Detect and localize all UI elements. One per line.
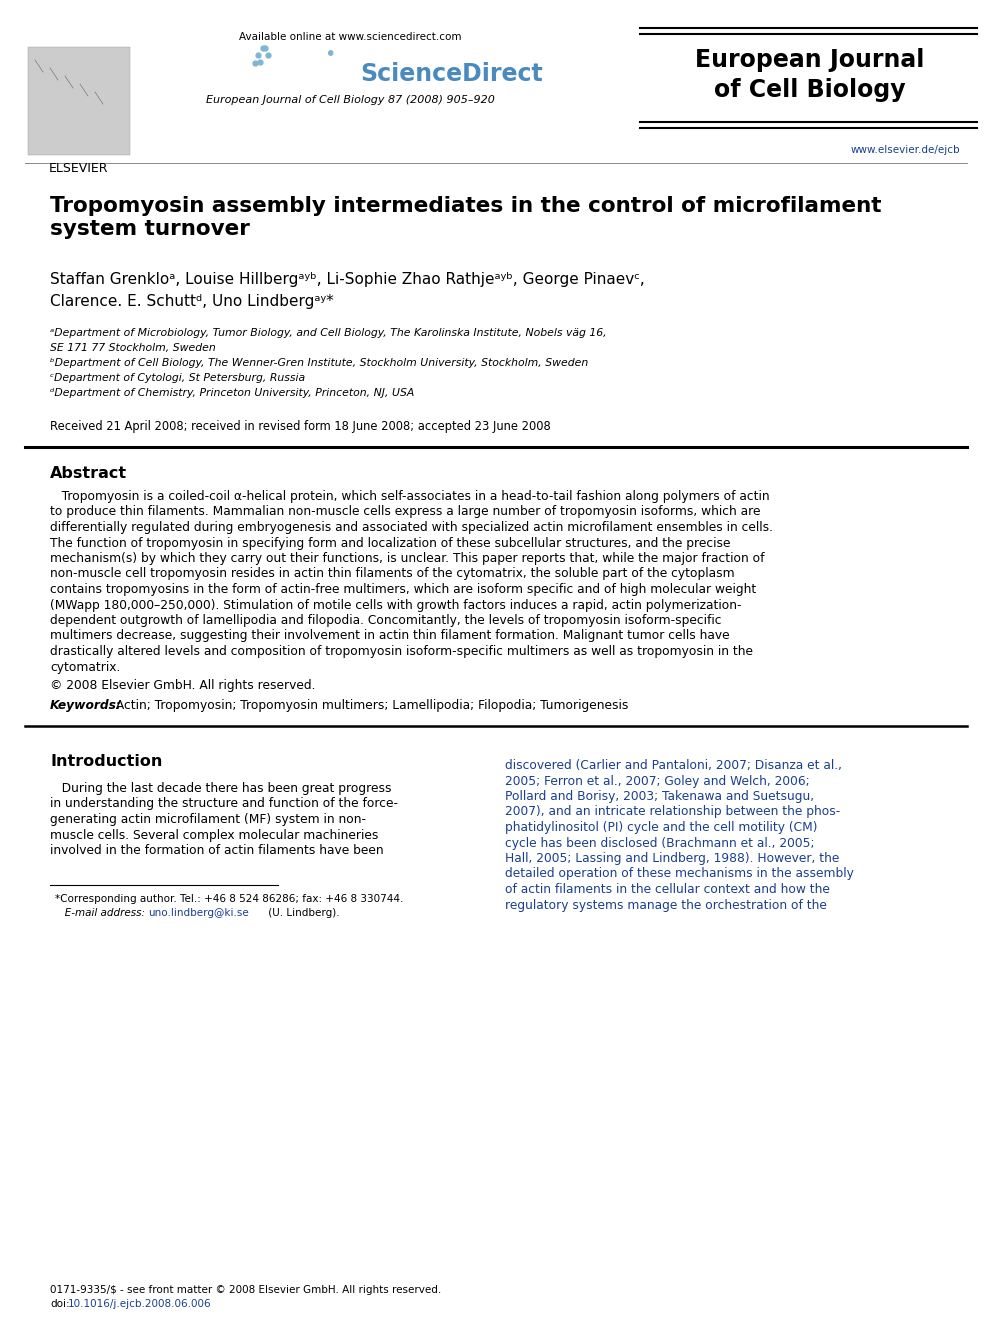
Text: doi:: doi: <box>50 1299 69 1308</box>
Text: ᵈDepartment of Chemistry, Princeton University, Princeton, NJ, USA: ᵈDepartment of Chemistry, Princeton Univ… <box>50 388 415 398</box>
Text: •: • <box>324 45 335 64</box>
Text: cytomatrix.: cytomatrix. <box>50 660 120 673</box>
Text: *Corresponding author. Tel.: +46 8 524 86286; fax: +46 8 330744.: *Corresponding author. Tel.: +46 8 524 8… <box>55 894 404 905</box>
Text: Pollard and Borisy, 2003; Takenawa and Suetsugu,: Pollard and Borisy, 2003; Takenawa and S… <box>505 790 814 803</box>
Text: phatidylinositol (PI) cycle and the cell motility (CM): phatidylinositol (PI) cycle and the cell… <box>505 822 817 833</box>
Text: Clarence. E. Schuttᵈ, Uno Lindbergᵃʸ*: Clarence. E. Schuttᵈ, Uno Lindbergᵃʸ* <box>50 294 333 310</box>
Text: Available online at www.sciencedirect.com: Available online at www.sciencedirect.co… <box>239 32 461 42</box>
Text: SE 171 77 Stockholm, Sweden: SE 171 77 Stockholm, Sweden <box>50 343 215 353</box>
Text: contains tropomyosins in the form of actin-free multimers, which are isoform spe: contains tropomyosins in the form of act… <box>50 583 756 595</box>
Text: Tropomyosin assembly intermediates in the control of microfilament
system turnov: Tropomyosin assembly intermediates in th… <box>50 196 882 239</box>
Text: During the last decade there has been great progress: During the last decade there has been gr… <box>50 782 392 795</box>
Text: of actin filaments in the cellular context and how the: of actin filaments in the cellular conte… <box>505 882 830 896</box>
Text: discovered (Carlier and Pantaloni, 2007; Disanza et al.,: discovered (Carlier and Pantaloni, 2007;… <box>505 759 842 773</box>
Text: differentially regulated during embryogenesis and associated with specialized ac: differentially regulated during embryoge… <box>50 521 773 534</box>
Text: 2005; Ferron et al., 2007; Goley and Welch, 2006;: 2005; Ferron et al., 2007; Goley and Wel… <box>505 774 809 787</box>
Text: Tropomyosin is a coiled-coil α-helical protein, which self-associates in a head-: Tropomyosin is a coiled-coil α-helical p… <box>50 490 770 503</box>
Text: to produce thin filaments. Mammalian non-muscle cells express a large number of : to produce thin filaments. Mammalian non… <box>50 505 761 519</box>
Text: uno.lindberg@ki.se: uno.lindberg@ki.se <box>148 908 249 917</box>
Text: detailed operation of these mechanisms in the assembly: detailed operation of these mechanisms i… <box>505 868 854 881</box>
Text: generating actin microfilament (MF) system in non-: generating actin microfilament (MF) syst… <box>50 814 366 826</box>
Text: 0171-9335/$ - see front matter © 2008 Elsevier GmbH. All rights reserved.: 0171-9335/$ - see front matter © 2008 El… <box>50 1285 441 1295</box>
Text: Keywords:: Keywords: <box>50 699 122 712</box>
Text: Received 21 April 2008; received in revised form 18 June 2008; accepted 23 June : Received 21 April 2008; received in revi… <box>50 419 551 433</box>
Text: ScienceDirect: ScienceDirect <box>360 62 543 86</box>
Text: E-mail address:: E-mail address: <box>55 908 148 917</box>
Text: muscle cells. Several complex molecular machineries: muscle cells. Several complex molecular … <box>50 828 378 841</box>
Text: (U. Lindberg).: (U. Lindberg). <box>265 908 339 917</box>
Text: The function of tropomyosin in specifying form and localization of these subcell: The function of tropomyosin in specifyin… <box>50 537 730 549</box>
Text: Actin; Tropomyosin; Tropomyosin multimers; Lamellipodia; Filopodia; Tumorigenesi: Actin; Tropomyosin; Tropomyosin multimer… <box>112 699 628 712</box>
Text: 2007), and an intricate relationship between the phos-: 2007), and an intricate relationship bet… <box>505 806 840 819</box>
Text: dependent outgrowth of lamellipodia and filopodia. Concomitantly, the levels of : dependent outgrowth of lamellipodia and … <box>50 614 721 627</box>
Text: (MWapp 180,000–250,000). Stimulation of motile cells with growth factors induces: (MWapp 180,000–250,000). Stimulation of … <box>50 598 741 611</box>
Text: involved in the formation of actin filaments have been: involved in the formation of actin filam… <box>50 844 384 857</box>
Text: Abstract: Abstract <box>50 466 127 482</box>
Text: drastically altered levels and composition of tropomyosin isoform-specific multi: drastically altered levels and compositi… <box>50 646 753 658</box>
Text: ELSEVIER: ELSEVIER <box>50 161 109 175</box>
Text: ᶜDepartment of Cytologi, St Petersburg, Russia: ᶜDepartment of Cytologi, St Petersburg, … <box>50 373 306 382</box>
Text: in understanding the structure and function of the force-: in understanding the structure and funct… <box>50 798 398 811</box>
Text: www.elsevier.de/ejcb: www.elsevier.de/ejcb <box>850 146 960 155</box>
Text: © 2008 Elsevier GmbH. All rights reserved.: © 2008 Elsevier GmbH. All rights reserve… <box>50 679 315 692</box>
Text: 10.1016/j.ejcb.2008.06.006: 10.1016/j.ejcb.2008.06.006 <box>68 1299 211 1308</box>
Text: Hall, 2005; Lassing and Lindberg, 1988). However, the: Hall, 2005; Lassing and Lindberg, 1988).… <box>505 852 839 865</box>
Text: regulatory systems manage the orchestration of the: regulatory systems manage the orchestrat… <box>505 898 827 912</box>
Text: non-muscle cell tropomyosin resides in actin thin filaments of the cytomatrix, t: non-muscle cell tropomyosin resides in a… <box>50 568 735 581</box>
Text: multimers decrease, suggesting their involvement in actin thin filament formatio: multimers decrease, suggesting their inv… <box>50 630 730 643</box>
Text: ᵃDepartment of Microbiology, Tumor Biology, and Cell Biology, The Karolinska Ins: ᵃDepartment of Microbiology, Tumor Biolo… <box>50 328 607 337</box>
Text: cycle has been disclosed (Brachmann et al., 2005;: cycle has been disclosed (Brachmann et a… <box>505 836 814 849</box>
Text: ᵇDepartment of Cell Biology, The Wenner-Gren Institute, Stockholm University, St: ᵇDepartment of Cell Biology, The Wenner-… <box>50 359 588 368</box>
Text: mechanism(s) by which they carry out their functions, is unclear. This paper rep: mechanism(s) by which they carry out the… <box>50 552 765 565</box>
Text: of Cell Biology: of Cell Biology <box>714 78 906 102</box>
Text: European Journal: European Journal <box>695 48 925 71</box>
FancyBboxPatch shape <box>28 48 130 155</box>
Text: Staffan Grenkloᵃ, Louise Hillbergᵃʸᵇ, Li-Sophie Zhao Rathjeᵃʸᵇ, George Pinaevᶜ,: Staffan Grenkloᵃ, Louise Hillbergᵃʸᵇ, Li… <box>50 273 645 287</box>
Text: European Journal of Cell Biology 87 (2008) 905–920: European Journal of Cell Biology 87 (200… <box>205 95 494 105</box>
Text: Introduction: Introduction <box>50 754 163 769</box>
